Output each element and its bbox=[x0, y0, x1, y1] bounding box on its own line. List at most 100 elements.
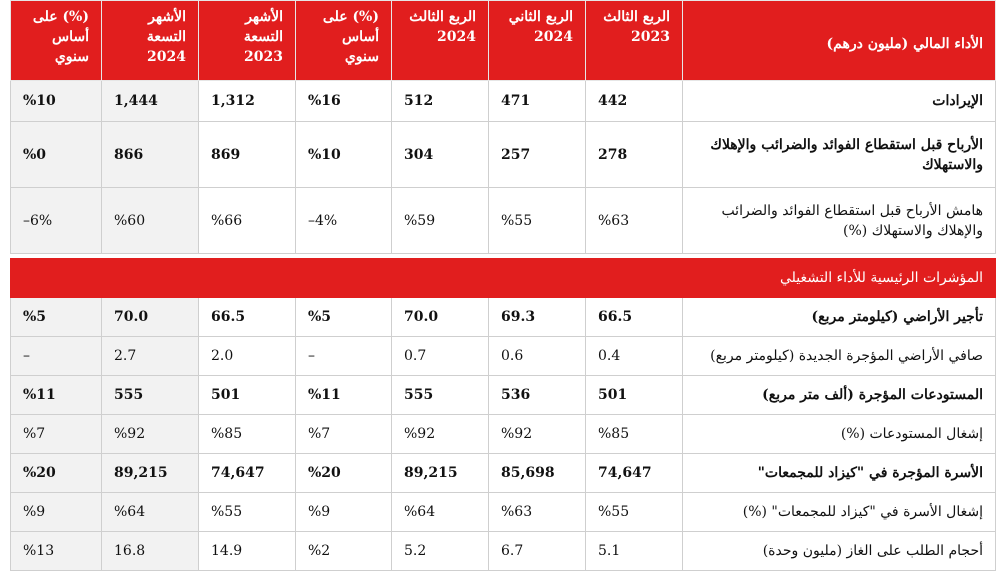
header-column-6: الأشهر التسعة 2024 bbox=[101, 0, 199, 81]
operational-rows: تأجير الأراضي (كيلومتر مربع) 66.5 69.3 70.0… bbox=[10, 297, 996, 571]
table-cell: %13 bbox=[10, 531, 102, 571]
table-cell: 14.9 bbox=[198, 531, 296, 571]
row-label: إشغال المستودعات (%) bbox=[682, 414, 996, 454]
financial-rows: الإيرادات 442 471 512 %16 1,312 1,444 %10 الأربا… bbox=[10, 80, 996, 254]
table-cell: 1,312 bbox=[198, 80, 296, 122]
table-cell: %5 bbox=[295, 297, 392, 337]
header-column-3: الربع الثالث 2024 bbox=[391, 0, 489, 81]
table-row: إشغال المستودعات (%) %85 %92 %92 %7 %85 %92 %7 bbox=[10, 414, 996, 454]
header-row: الأداء المالي (مليون درهم) الربع الثالث 20… bbox=[10, 0, 996, 81]
table-cell: %7 bbox=[295, 414, 392, 454]
table-cell: 257 bbox=[488, 121, 586, 188]
table-cell: %16 bbox=[295, 80, 392, 122]
header-line-2: أساس سنوي bbox=[342, 29, 379, 65]
table-cell: %60 bbox=[101, 187, 199, 254]
header-line-1: الربع الثاني bbox=[508, 9, 573, 25]
table-cell: %92 bbox=[101, 414, 199, 454]
table-cell: 0.4 bbox=[585, 336, 683, 376]
row-label: أحجام الطلب على الغاز (مليون وحدة) bbox=[682, 531, 996, 571]
row-label: الأسرة المؤجرة في "كيزاد للمجمعات" bbox=[682, 453, 996, 493]
table-cell: %85 bbox=[585, 414, 683, 454]
table-cell: 69.3 bbox=[488, 297, 586, 337]
table-cell: 304 bbox=[391, 121, 489, 188]
table-cell: %9 bbox=[295, 492, 392, 532]
table-cell: %63 bbox=[488, 492, 586, 532]
table-cell: %11 bbox=[295, 375, 392, 415]
table-cell: 70.0 bbox=[101, 297, 199, 337]
header-column-4: (%) على أساس سنوي bbox=[295, 0, 392, 81]
row-label: صافي الأراضي المؤجرة الجديدة (كيلومتر مر… bbox=[682, 336, 996, 376]
header-line-2: أساس سنوي bbox=[52, 29, 89, 65]
table-cell: %9 bbox=[10, 492, 102, 532]
table-cell: 2.7 bbox=[101, 336, 199, 376]
table-cell: %10 bbox=[10, 80, 102, 122]
table-cell: %20 bbox=[10, 453, 102, 493]
table-cell: 66.5 bbox=[198, 297, 296, 337]
header-line-2: 2024 bbox=[147, 49, 186, 65]
table-cell: %92 bbox=[391, 414, 489, 454]
row-label: الأرباح قبل استقطاع الفوائد والضرائب وال… bbox=[682, 121, 996, 188]
table-cell: 2.0 bbox=[198, 336, 296, 376]
table-cell: %10 bbox=[295, 121, 392, 188]
table-cell: 89,215 bbox=[101, 453, 199, 493]
table-row: تأجير الأراضي (كيلومتر مربع) 66.5 69.3 70.0… bbox=[10, 297, 996, 337]
table-cell: 0.7 bbox=[391, 336, 489, 376]
table-cell: %55 bbox=[585, 492, 683, 532]
table-cell: 5.2 bbox=[391, 531, 489, 571]
table-cell: 512 bbox=[391, 80, 489, 122]
table-cell: %66 bbox=[198, 187, 296, 254]
row-label: هامش الأرباح قبل استقطاع الفوائد والضرائ… bbox=[682, 187, 996, 254]
table-cell: 536 bbox=[488, 375, 586, 415]
row-label: تأجير الأراضي (كيلومتر مربع) bbox=[682, 297, 996, 337]
table-cell: 85,698 bbox=[488, 453, 586, 493]
table-cell: 70.0 bbox=[391, 297, 489, 337]
header-line-2: 2023 bbox=[631, 29, 670, 45]
table-cell: – bbox=[10, 336, 102, 376]
table-cell: 16.8 bbox=[101, 531, 199, 571]
table-cell: 555 bbox=[391, 375, 489, 415]
table-cell: – bbox=[295, 336, 392, 376]
header-line-1: (%) على bbox=[32, 9, 89, 25]
table-cell: 0.6 bbox=[488, 336, 586, 376]
table-cell: 866 bbox=[101, 121, 199, 188]
table-cell: %92 bbox=[488, 414, 586, 454]
table-cell: 471 bbox=[488, 80, 586, 122]
table-row: الأسرة المؤجرة في "كيزاد للمجمعات" 74,647… bbox=[10, 453, 996, 493]
header-line-1: الربع الثالث bbox=[603, 9, 670, 25]
header-line-1: الأشهر التسعة bbox=[146, 9, 186, 45]
table-row: أحجام الطلب على الغاز (مليون وحدة) 5.1 6.7… bbox=[10, 531, 996, 571]
table-row: إشغال الأسرة في "كيزاد للمجمعات" (%) %55%… bbox=[10, 492, 996, 532]
table-cell: 74,647 bbox=[585, 453, 683, 493]
table-row: المستودعات المؤجرة (ألف متر مربع) 501 536 5… bbox=[10, 375, 996, 415]
table-cell: %85 bbox=[198, 414, 296, 454]
header-line-1: (%) على bbox=[322, 9, 379, 25]
section-title: المؤشرات الرئيسية للأداء التشغيلي bbox=[10, 258, 996, 298]
table-cell: 501 bbox=[585, 375, 683, 415]
section-header-row: المؤشرات الرئيسية للأداء التشغيلي bbox=[10, 258, 996, 298]
table-cell: %59 bbox=[391, 187, 489, 254]
table-cell: 869 bbox=[198, 121, 296, 188]
header-line-2: 2023 bbox=[244, 49, 283, 65]
table-cell: %11 bbox=[10, 375, 102, 415]
row-label: المستودعات المؤجرة (ألف متر مربع) bbox=[682, 375, 996, 415]
row-label: الإيرادات bbox=[682, 80, 996, 122]
table-cell: 4%– bbox=[295, 187, 392, 254]
header-line-1: الأداء المالي (مليون درهم) bbox=[826, 35, 983, 52]
table-row: الأرباح قبل استقطاع الفوائد والضرائب وال… bbox=[10, 121, 996, 188]
table-cell: 278 bbox=[585, 121, 683, 188]
table-cell: 555 bbox=[101, 375, 199, 415]
table-cell: 66.5 bbox=[585, 297, 683, 337]
header-line-1: الربع الثالث bbox=[409, 9, 476, 25]
table-cell: 1,444 bbox=[101, 80, 199, 122]
table-cell: %55 bbox=[198, 492, 296, 532]
table-cell: 89,215 bbox=[391, 453, 489, 493]
table-row: صافي الأراضي المؤجرة الجديدة (كيلومتر مر… bbox=[10, 336, 996, 376]
header-line-1: الأشهر التسعة bbox=[243, 9, 283, 45]
header-line-2: 2024 bbox=[534, 29, 573, 45]
row-label: إشغال الأسرة في "كيزاد للمجمعات" (%) bbox=[682, 492, 996, 532]
table-cell: %64 bbox=[101, 492, 199, 532]
table-cell: 74,647 bbox=[198, 453, 296, 493]
header-line-2: 2024 bbox=[437, 29, 476, 45]
table-cell: %63 bbox=[585, 187, 683, 254]
table-cell: %5 bbox=[10, 297, 102, 337]
